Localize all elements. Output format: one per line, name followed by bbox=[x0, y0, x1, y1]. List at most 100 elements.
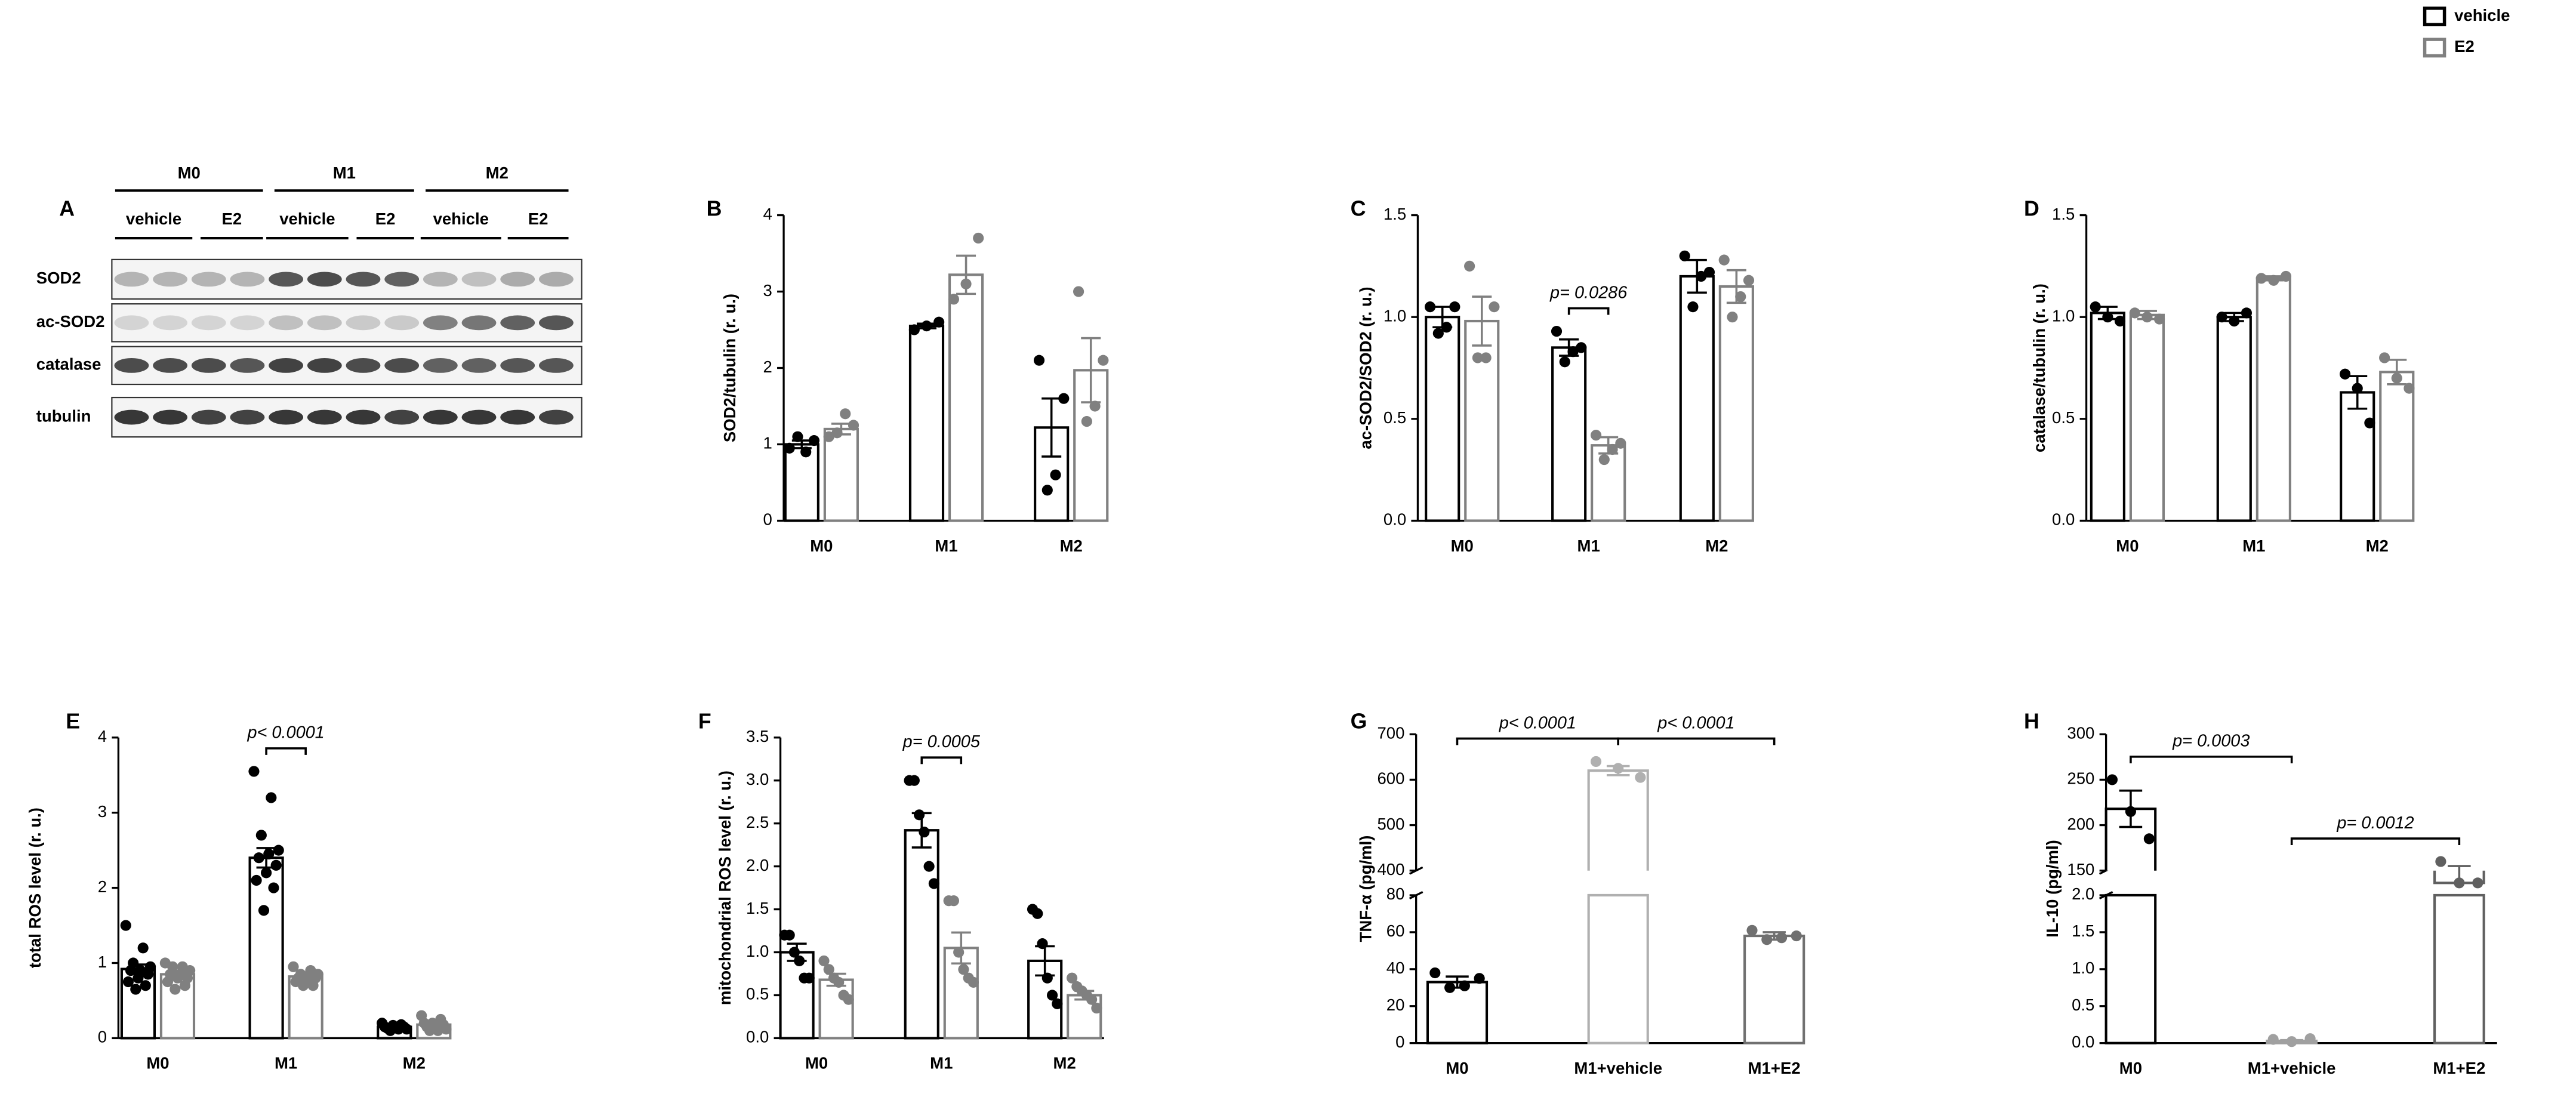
y-tick-label: 250 bbox=[2067, 769, 2094, 788]
data-point bbox=[2304, 1033, 2316, 1044]
blot-row-label: SOD2 bbox=[36, 269, 81, 287]
bar bbox=[2216, 316, 2252, 522]
data-point bbox=[967, 976, 979, 988]
data-point bbox=[1459, 980, 1470, 991]
data-point bbox=[1598, 454, 1610, 466]
y-tick-label: 0.0 bbox=[2052, 510, 2075, 529]
data-point bbox=[393, 1024, 404, 1035]
data-point bbox=[263, 848, 275, 860]
significance-bracket bbox=[920, 756, 963, 765]
data-point bbox=[2472, 877, 2483, 889]
data-point bbox=[2153, 313, 2165, 325]
bar bbox=[908, 325, 945, 522]
data-point bbox=[1042, 485, 1053, 496]
bar bbox=[2379, 371, 2415, 522]
bar bbox=[1464, 319, 1500, 522]
bar bbox=[2255, 277, 2291, 522]
blot-band bbox=[538, 272, 574, 287]
data-point bbox=[2216, 312, 2227, 323]
data-point bbox=[933, 316, 945, 328]
blot-lane-label: vehicle bbox=[433, 209, 489, 228]
panel-letter: A bbox=[59, 197, 75, 221]
x-tick-label: M1+E2 bbox=[1748, 1059, 1801, 1077]
y-tick-label: 1.5 bbox=[1383, 205, 1406, 223]
blot-band bbox=[461, 358, 497, 373]
y-tick-label: 0.0 bbox=[1383, 510, 1406, 529]
data-point bbox=[2286, 1036, 2297, 1047]
data-point bbox=[179, 980, 190, 991]
data-point bbox=[1776, 932, 1788, 944]
data-point bbox=[1718, 254, 1730, 266]
data-point bbox=[170, 984, 181, 995]
y-tick-label: 700 bbox=[1377, 724, 1404, 742]
significance-bracket bbox=[1617, 737, 1776, 745]
x-tick-label: M1 bbox=[1577, 537, 1600, 555]
blot-band bbox=[153, 272, 187, 287]
blot-band bbox=[307, 358, 342, 373]
p-value: p= 0.0286 bbox=[1549, 283, 1628, 302]
bar bbox=[2129, 313, 2165, 522]
blot-band bbox=[423, 272, 458, 287]
data-point bbox=[840, 408, 851, 420]
data-point bbox=[307, 980, 319, 991]
panel-letter: G bbox=[1351, 709, 1367, 733]
data-point bbox=[1590, 756, 1602, 768]
data-point bbox=[2141, 312, 2153, 323]
data-point bbox=[251, 874, 262, 886]
p-value: p< 0.0001 bbox=[246, 723, 324, 742]
data-point bbox=[848, 420, 859, 431]
y-tick-label: 40 bbox=[1386, 959, 1405, 977]
x-tick-label: M1+vehicle bbox=[2248, 1059, 2336, 1077]
data-point bbox=[919, 826, 930, 838]
x-tick-label: M1+vehicle bbox=[1574, 1059, 1662, 1077]
data-point bbox=[255, 830, 267, 841]
y-tick-label: 500 bbox=[1377, 815, 1404, 833]
data-point bbox=[1441, 322, 1452, 333]
y-tick-label: 20 bbox=[1386, 996, 1405, 1014]
blot-band bbox=[114, 315, 149, 331]
data-point bbox=[921, 321, 932, 332]
data-point bbox=[953, 947, 965, 958]
data-point bbox=[800, 446, 812, 458]
blot-row-label: tubulin bbox=[36, 406, 91, 425]
data-point bbox=[1033, 355, 1045, 366]
data-point bbox=[788, 947, 800, 958]
data-point bbox=[1098, 355, 1109, 366]
data-point bbox=[833, 976, 845, 988]
panel-letter: F bbox=[698, 709, 711, 733]
y-axis-label: catalase/tubulin (r. u.) bbox=[2030, 283, 2048, 452]
blot-band bbox=[230, 409, 265, 425]
blot-band bbox=[538, 358, 574, 373]
data-point bbox=[2280, 270, 2292, 282]
data-point bbox=[1679, 250, 1690, 261]
data-point bbox=[818, 955, 830, 966]
y-tick-label: 1.5 bbox=[746, 899, 769, 917]
y-tick-label: 0.5 bbox=[2052, 408, 2075, 427]
data-point bbox=[130, 984, 141, 995]
data-point bbox=[1635, 772, 1646, 783]
blot-band bbox=[230, 358, 265, 373]
y-tick-label: 2.0 bbox=[2072, 885, 2094, 903]
y-tick-label: 300 bbox=[2067, 724, 2094, 742]
blot-band bbox=[500, 272, 535, 287]
panel-letter: C bbox=[1351, 197, 1366, 221]
blot-band bbox=[269, 272, 304, 287]
data-point bbox=[948, 294, 959, 305]
blot-band bbox=[269, 409, 304, 425]
y-tick-label: 0 bbox=[763, 510, 772, 529]
data-point bbox=[1559, 356, 1570, 368]
bar bbox=[1551, 346, 1587, 522]
data-point bbox=[784, 929, 795, 941]
data-point bbox=[2404, 383, 2415, 394]
data-point bbox=[2352, 383, 2363, 394]
data-point bbox=[1567, 346, 1579, 358]
data-point bbox=[1091, 1002, 1102, 1014]
data-point bbox=[258, 905, 270, 916]
data-point bbox=[1727, 312, 1738, 323]
data-point bbox=[960, 278, 972, 289]
blot-lane-label: E2 bbox=[375, 209, 396, 228]
data-point bbox=[137, 942, 149, 954]
data-point bbox=[1746, 924, 1758, 936]
data-point bbox=[1052, 998, 1063, 1009]
